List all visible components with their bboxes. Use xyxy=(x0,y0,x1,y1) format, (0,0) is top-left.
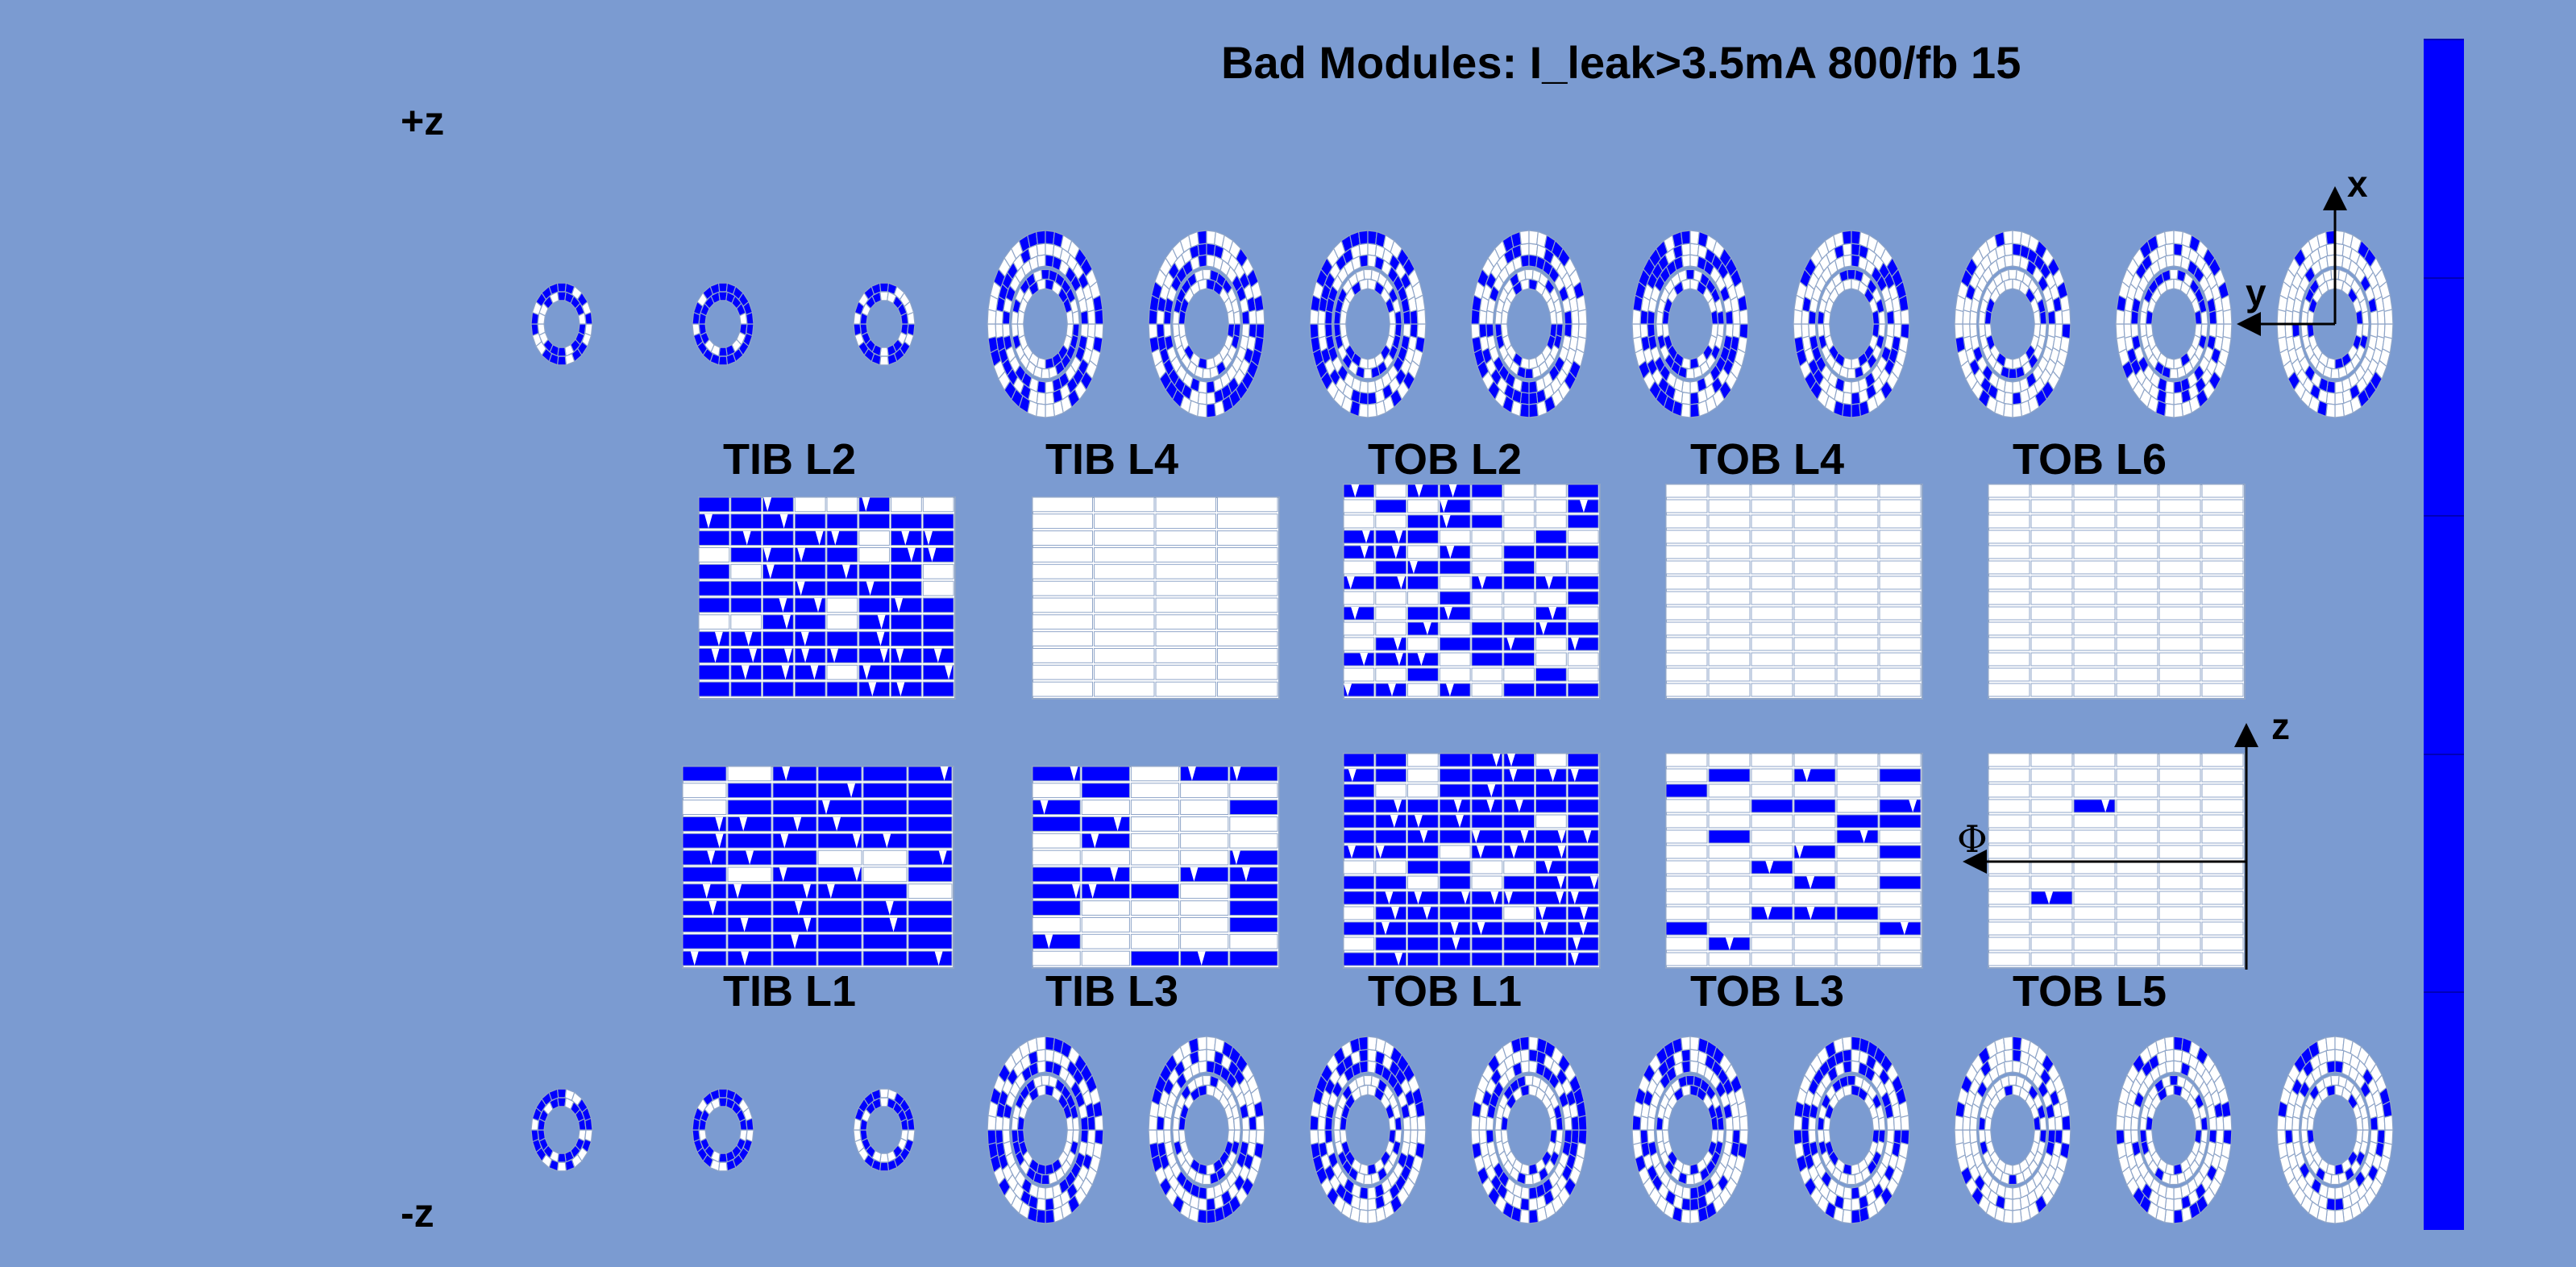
panel-tob-l3 xyxy=(1665,753,1923,969)
plus-z-disk-8 xyxy=(1631,230,1749,418)
panel-tib-l2 xyxy=(698,496,956,700)
minus-z-disk-9 xyxy=(1793,1036,1910,1224)
minus-z-disk-12 xyxy=(2276,1036,2394,1224)
plus-z-disk-3 xyxy=(853,282,916,366)
axes-overlay xyxy=(1963,186,2347,970)
plus-z-disk-7 xyxy=(1470,230,1588,418)
color-scale-segment xyxy=(2424,39,2464,277)
panel-label-tib-l3: TIB L3 xyxy=(1045,967,1179,1016)
y-axis-label: y xyxy=(2246,272,2266,314)
plus-z-disk-1 xyxy=(530,282,593,366)
plus-z-disk-10 xyxy=(1954,230,2071,418)
panel-label-tob-l4: TOB L4 xyxy=(1690,435,1845,484)
panel-tib-l4 xyxy=(1032,496,1280,700)
minus-z-disk-3 xyxy=(853,1088,916,1172)
plus-z-disk-11 xyxy=(2115,230,2233,418)
minus-z-label: -z xyxy=(401,1190,434,1236)
plot-title: Bad Modules: I_leak>3.5mA 800/fb 15 xyxy=(1221,37,2021,88)
panel-tob-l1 xyxy=(1343,753,1601,969)
plus-z-disk-2 xyxy=(692,282,754,366)
color-scale-bar xyxy=(2424,39,2464,1230)
phi-axis-label: Φ xyxy=(1957,817,1988,861)
minus-z-disk-11 xyxy=(2115,1036,2233,1224)
minus-z-disk-5 xyxy=(1148,1036,1265,1224)
disk-row-plus-z xyxy=(530,230,2394,418)
panel-label-tib-l1: TIB L1 xyxy=(723,967,857,1016)
plus-z-disk-6 xyxy=(1309,230,1427,418)
minus-z-disk-8 xyxy=(1631,1036,1749,1224)
minus-z-disk-10 xyxy=(1954,1036,2071,1224)
panel-tib-l1 xyxy=(682,766,954,969)
minus-z-disk-4 xyxy=(987,1036,1104,1224)
barrel-panels-bottom-row xyxy=(682,753,2246,969)
color-scale-segment xyxy=(2424,515,2464,754)
plus-z-disk-12 xyxy=(2276,230,2394,418)
panel-label-tob-l6: TOB L6 xyxy=(2013,435,2167,484)
minus-z-disk-6 xyxy=(1309,1036,1427,1224)
z-axis-label: z xyxy=(2271,705,2290,747)
panel-label-tob-l3: TOB L3 xyxy=(1690,967,1845,1016)
panel-tib-l3 xyxy=(1032,766,1280,969)
barrel-panels-top-row xyxy=(698,484,2246,700)
x-axis-label: x xyxy=(2347,163,2368,205)
minus-z-disk-2 xyxy=(692,1088,754,1172)
panel-label-tob-l1: TOB L1 xyxy=(1368,967,1523,1016)
color-scale-segment xyxy=(2424,753,2464,992)
plus-z-disk-5 xyxy=(1148,230,1265,418)
plus-z-disk-4 xyxy=(987,230,1104,418)
panel-label-tob-l5: TOB L5 xyxy=(2013,967,2167,1016)
panel-label-tob-l2: TOB L2 xyxy=(1368,435,1523,484)
panel-tob-l6 xyxy=(1988,484,2246,700)
color-scale-segment xyxy=(2424,276,2464,516)
panel-tob-l4 xyxy=(1665,484,1923,700)
color-scale-segment xyxy=(2424,991,2464,1230)
panel-tob-l2 xyxy=(1343,484,1601,700)
disk-row-minus-z xyxy=(530,1036,2394,1224)
plus-z-label: +z xyxy=(401,98,445,143)
minus-z-disk-1 xyxy=(530,1088,593,1172)
minus-z-disk-7 xyxy=(1470,1036,1588,1224)
plus-z-disk-9 xyxy=(1793,230,1910,418)
panel-label-tib-l4: TIB L4 xyxy=(1045,435,1179,484)
panel-label-tib-l2: TIB L2 xyxy=(723,435,857,484)
